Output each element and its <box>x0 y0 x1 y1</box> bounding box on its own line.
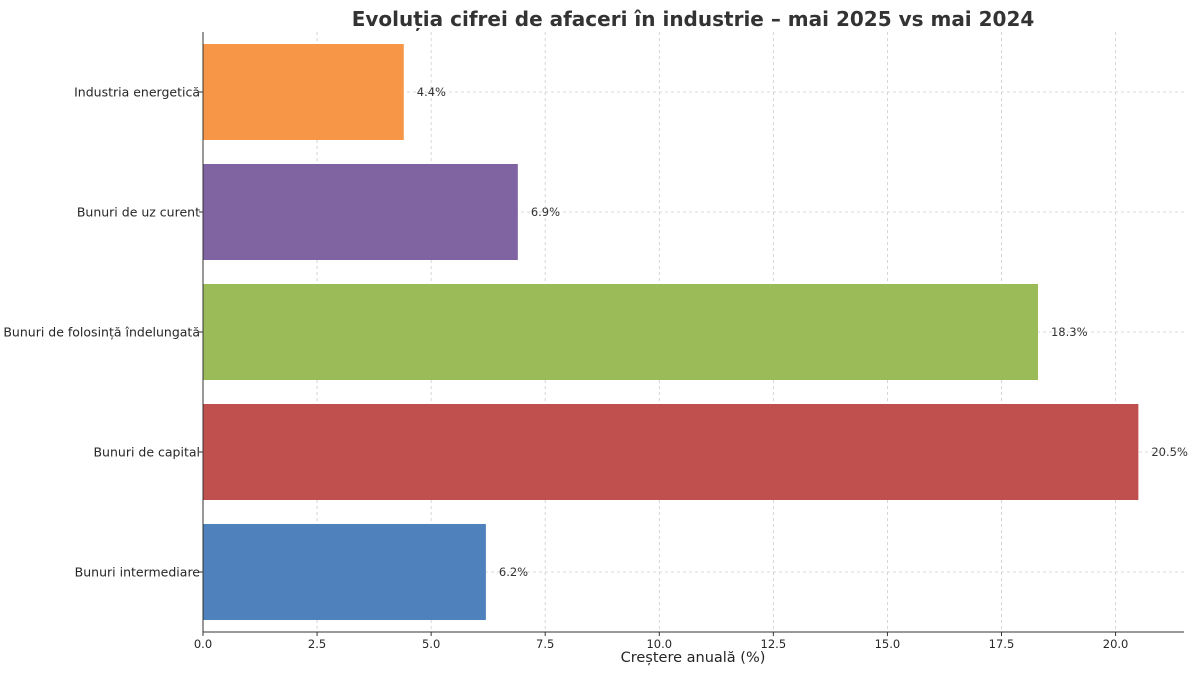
bar-value-label: 6.9% <box>531 205 560 219</box>
x-tick-label: 5.0 <box>422 637 440 651</box>
x-tick-label: 2.5 <box>308 637 326 651</box>
x-tick-label: 0.0 <box>194 637 212 651</box>
category-label: Bunuri de uz curent <box>77 205 200 220</box>
bar <box>203 404 1139 500</box>
bar <box>203 284 1038 380</box>
value-labels: 4.4% 6.9% 18.3% 20.5% 6.2% <box>417 85 1188 579</box>
chart-title: Evoluția cifrei de afaceri în industrie … <box>352 7 1035 31</box>
bar-value-label: 20.5% <box>1151 445 1188 459</box>
x-tick-label: 15.0 <box>875 637 901 651</box>
bar <box>203 524 486 620</box>
x-tick-label: 7.5 <box>536 637 554 651</box>
x-ticks: 0.0 2.5 5.0 7.5 10.0 12.5 15.0 17.5 20.0 <box>194 91 1129 651</box>
category-label: Bunuri de capital <box>93 445 200 460</box>
x-axis-title: Creștere anuală (%) <box>621 650 766 666</box>
bar <box>203 44 404 140</box>
x-tick-label: 12.5 <box>761 637 787 651</box>
bar-value-label: 18.3% <box>1051 325 1088 339</box>
x-tick-label: 17.5 <box>989 637 1015 651</box>
category-label: Bunuri de folosință îndelungată <box>3 325 200 340</box>
bar-value-label: 6.2% <box>499 565 528 579</box>
bar-value-label: 4.4% <box>417 85 446 99</box>
category-labels: Industria energetică Bunuri de uz curent B… <box>3 85 200 580</box>
bars <box>203 44 1139 620</box>
x-tick-label: 20.0 <box>1103 637 1129 651</box>
bar <box>203 164 518 260</box>
category-label: Bunuri intermediare <box>75 565 201 580</box>
category-label: Industria energetică <box>74 85 200 100</box>
x-tick-label: 10.0 <box>646 637 672 651</box>
